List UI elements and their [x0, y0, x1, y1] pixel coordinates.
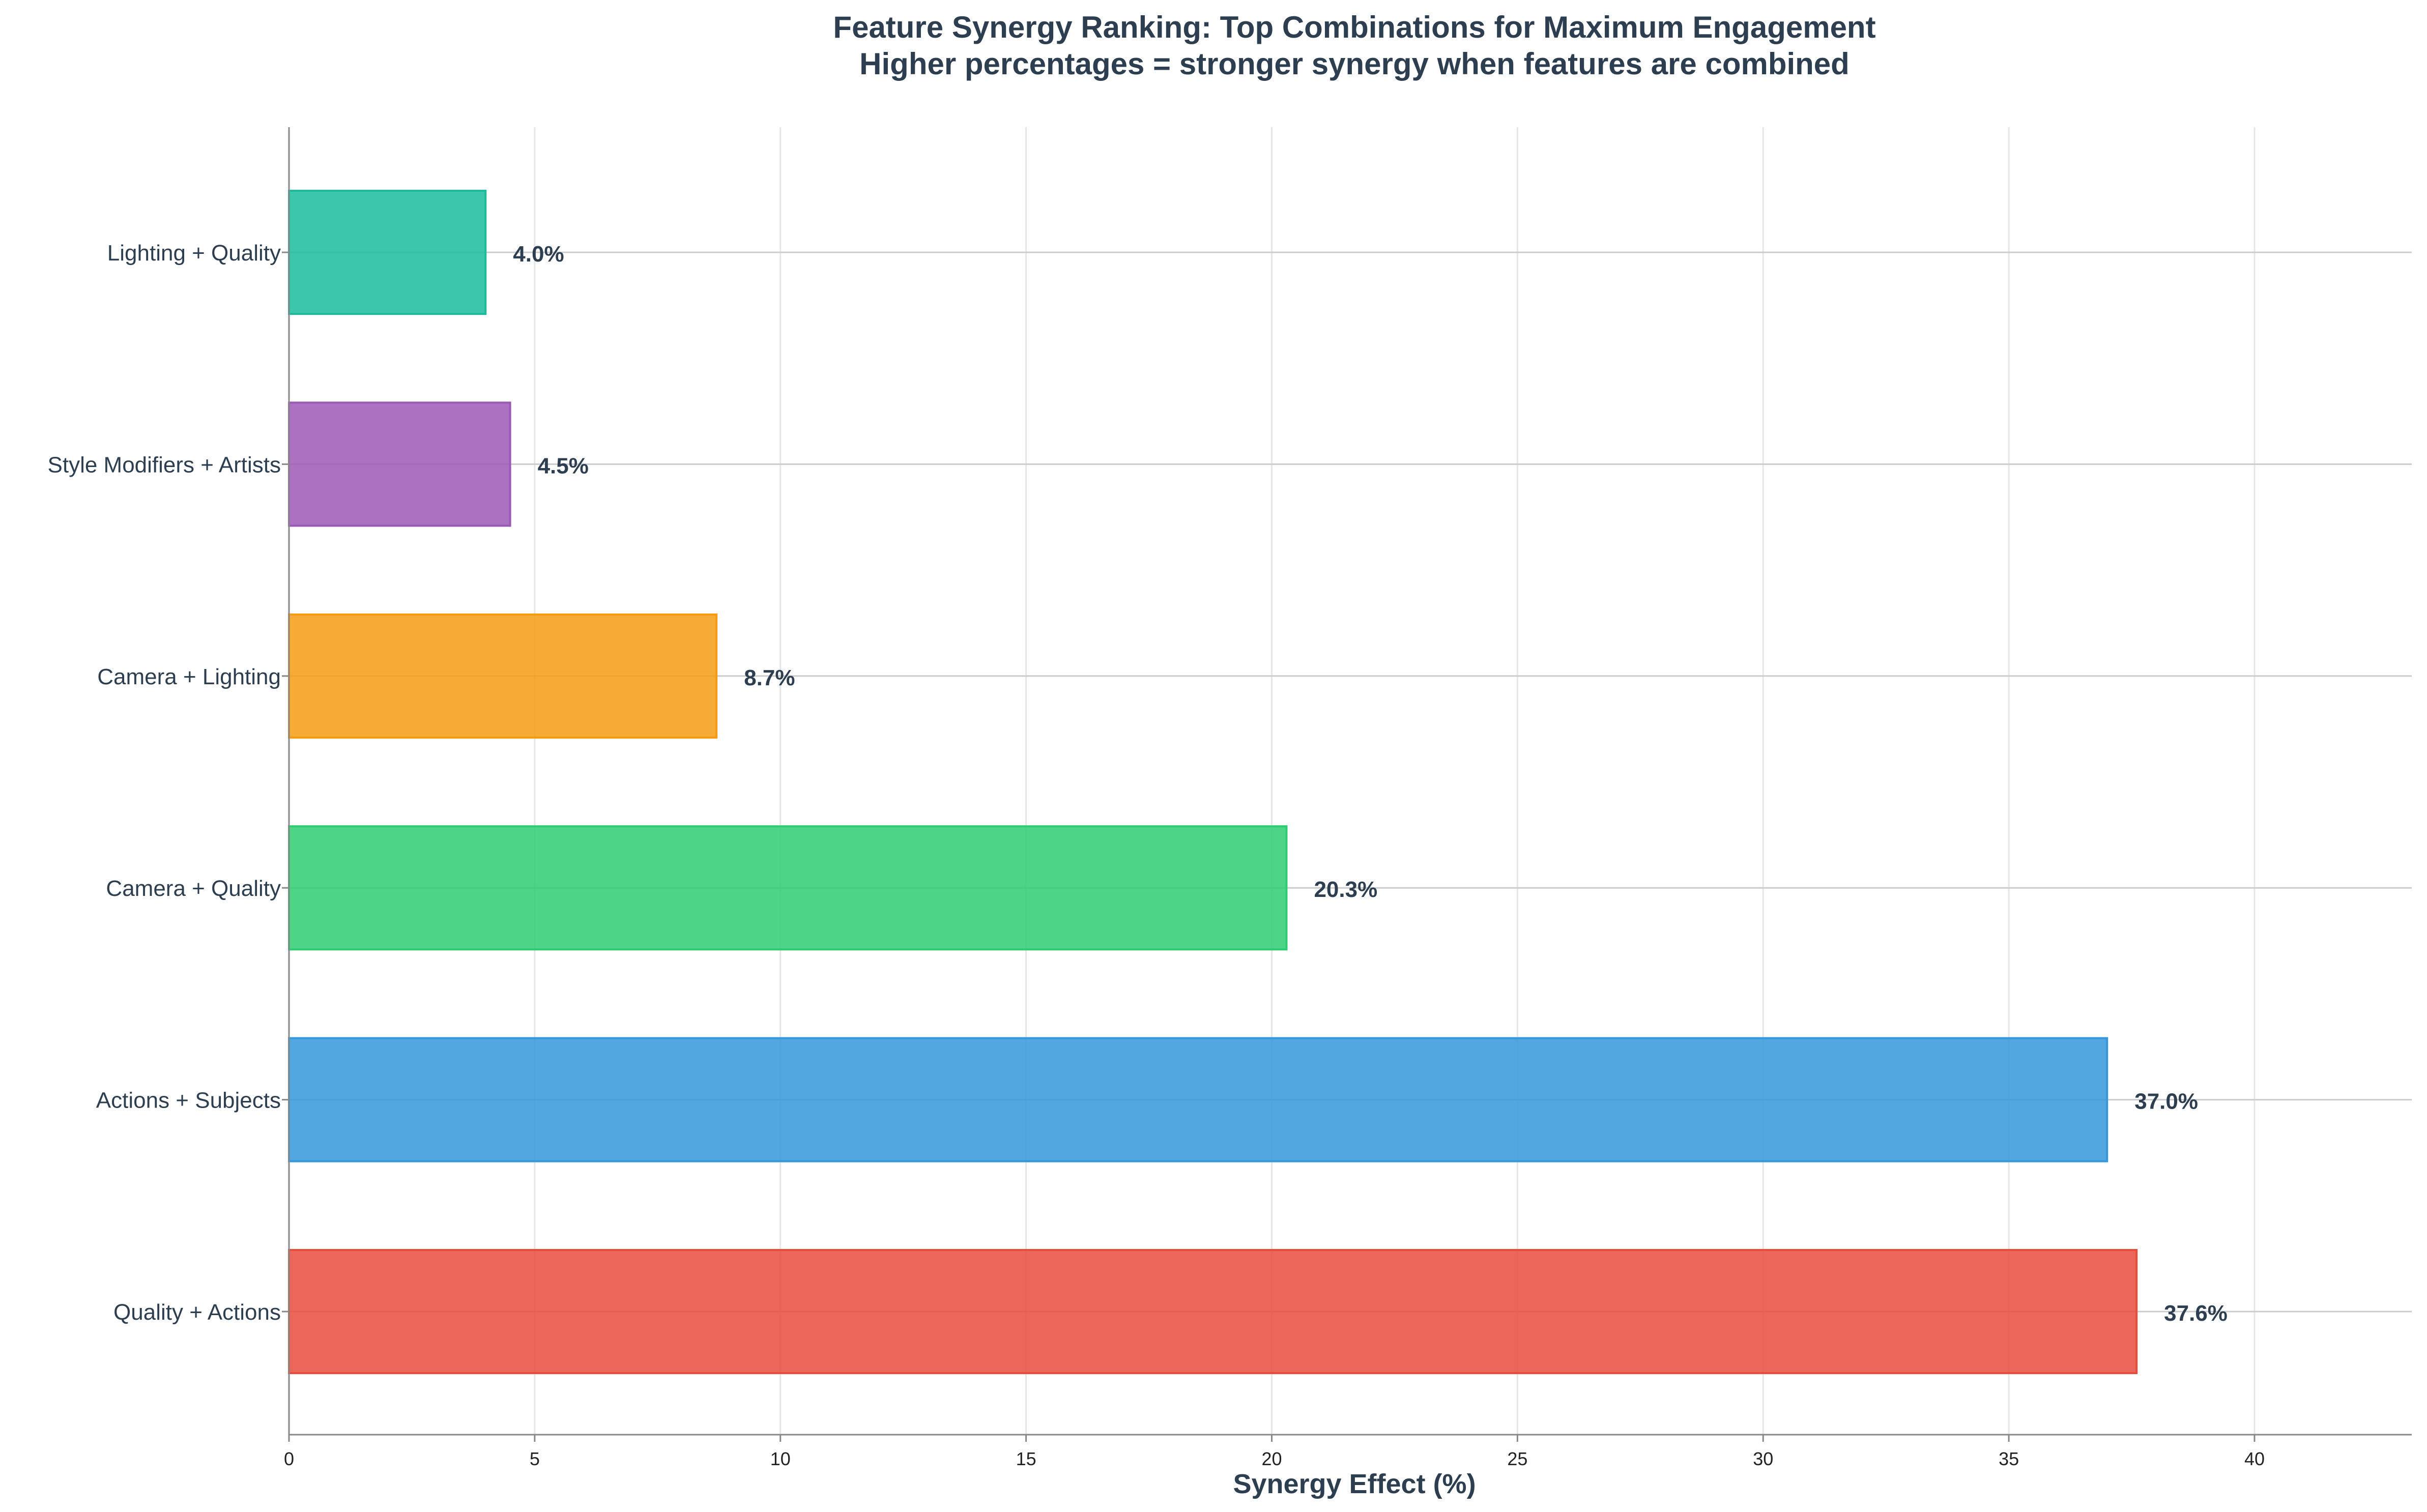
bar-value-label: 8.7% — [744, 665, 795, 690]
x-tick-label: 0 — [284, 1448, 294, 1469]
grid-lines — [288, 127, 2256, 1435]
axes — [282, 127, 2412, 1442]
x-tick-label: 5 — [530, 1448, 540, 1469]
category-label: Style Modifiers + Artists — [48, 452, 281, 477]
bar — [288, 401, 511, 527]
category-label: Actions + Subjects — [96, 1088, 281, 1113]
category-label: Quality + Actions — [113, 1300, 281, 1325]
bar-value-label: 4.5% — [538, 453, 589, 478]
category-label: Camera + Lighting — [97, 664, 281, 689]
bar — [288, 1037, 2108, 1162]
bar-value-label: 20.3% — [1314, 877, 1377, 902]
bar — [288, 613, 718, 739]
x-tick-label: 15 — [1016, 1448, 1036, 1469]
category-label: Lighting + Quality — [107, 241, 281, 266]
x-tick-label: 10 — [770, 1448, 791, 1469]
x-tick-label: 20 — [1261, 1448, 1282, 1469]
bar-value-label: 37.0% — [2134, 1089, 2198, 1114]
x-axis-label: Synergy Effect (%) — [1233, 1469, 1476, 1499]
chart-title: Feature Synergy Ranking: Top Combination… — [833, 10, 1875, 44]
labels: 37.6% 37.0% 20.3% 8.7% 4.5% 4.0% 0 5 10 15 20 25 30 3… — [48, 241, 2265, 1469]
x-tick-label: 25 — [1507, 1448, 1527, 1469]
chart-subtitle: Higher percentages = stronger synergy wh… — [859, 47, 1850, 81]
x-tick-label: 30 — [1753, 1448, 1773, 1469]
bar — [288, 1249, 2138, 1374]
bar-value-label: 37.6% — [2164, 1301, 2228, 1326]
bars — [288, 190, 2138, 1374]
bar — [288, 825, 1288, 951]
bar — [288, 190, 487, 315]
x-tick-label: 40 — [2244, 1448, 2265, 1469]
bar-value-label: 4.0% — [513, 242, 564, 267]
x-tick-label: 35 — [1999, 1448, 2019, 1469]
category-label: Camera + Quality — [106, 876, 281, 901]
